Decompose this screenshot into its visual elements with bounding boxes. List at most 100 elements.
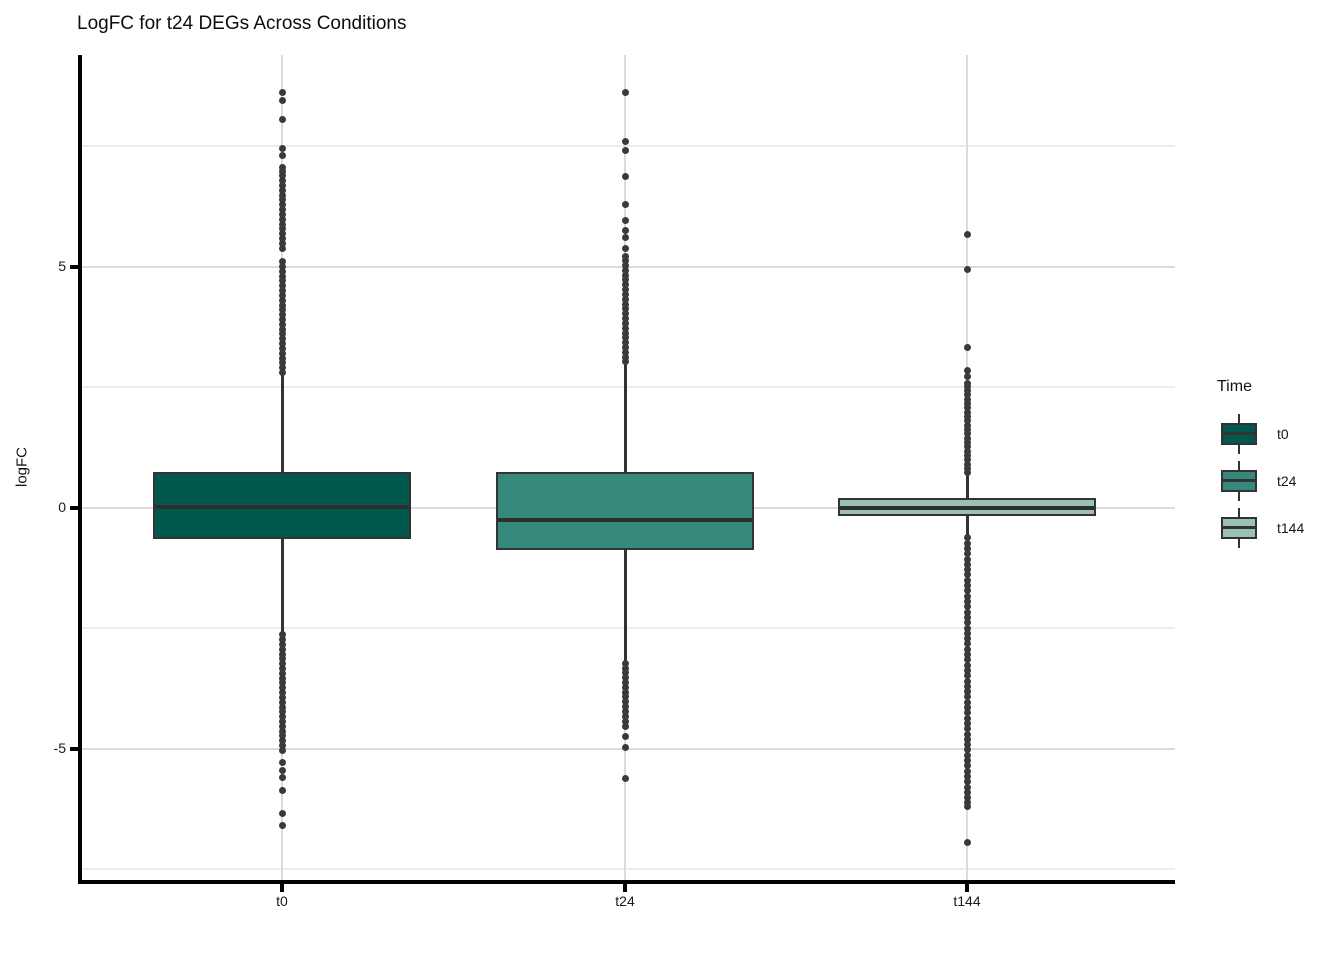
y-tick-label: -5 [53,739,66,756]
whisker-lower-t0 [280,538,284,635]
box-t24 [496,472,754,550]
outlier-dot [963,730,971,738]
outlier-dot [278,679,286,687]
outlier-dot [278,689,286,697]
outlier-dot [963,534,971,542]
legend-title: Time [1217,378,1252,395]
outlier-dot [621,271,629,279]
outlier-dot [278,244,286,252]
gridline-major-y [82,265,1175,268]
outlier-dot [963,597,971,605]
outlier-dot [963,838,971,846]
outlier-dot [278,722,286,730]
legend-key-boxplot-icon [1221,460,1257,501]
gridline-minor-y [82,627,1175,629]
outlier-dot [278,115,286,123]
legend: Time t0 t24 t144 [1212,378,1304,551]
y-tick-label: 5 [58,257,66,274]
y-tick [70,746,78,751]
outlier-dot [278,631,286,639]
outlier-dot [963,635,971,643]
outlier-dot [278,335,286,343]
y-axis-title: logFC [13,446,31,488]
outlier-dot [278,693,286,701]
outlier-dot [621,137,629,145]
outlier-dot [278,766,286,774]
outlier-dot [278,311,286,319]
outlier-dot [963,757,971,765]
whisker-lower-t24 [623,549,627,664]
outlier-dot [963,714,971,722]
outlier-dot [621,234,629,242]
outlier-dot [278,742,286,750]
outlier-dot [278,822,286,830]
outlier-dot [278,650,286,658]
outlier-dot [963,613,971,621]
outlier-dot [963,751,971,759]
outlier-dot [963,576,971,584]
outlier-dot [621,262,629,270]
y-axis-line [78,55,82,884]
outlier-dot [621,324,629,332]
legend-item-t24: t24 [1212,457,1304,504]
outlier-dot [963,725,971,733]
outlier-dot [621,339,629,347]
outlier-dot [278,96,286,104]
outlier-dot [278,272,286,280]
outlier-dot [963,640,971,648]
outlier-dot [278,320,286,328]
outlier-dot [963,587,971,595]
outlier-dot [621,717,629,725]
outlier-dot [278,737,286,745]
outlier-dot [621,257,629,265]
outlier-dot [963,366,971,374]
outlier-dot [278,325,286,333]
outlier-dot [621,286,629,294]
outlier-dot [621,217,629,225]
outlier-dot [621,688,629,696]
outlier-dot [963,802,971,810]
outlier-dot [278,708,286,716]
outlier-dot [963,746,971,754]
outlier-dot [278,810,286,818]
outlier-dot [278,220,286,228]
outlier-dot [963,230,971,238]
outlier-dot [963,404,971,412]
outlier-dot [963,566,971,574]
outlier-dot [621,664,629,672]
outlier-dot [621,147,629,155]
legend-label: t144 [1277,519,1305,536]
outlier-dot [963,688,971,696]
outlier-dot [963,677,971,685]
outlier-dot [963,386,971,394]
outlier-dot [621,358,629,366]
outlier-dot [963,709,971,717]
outlier-dot [963,645,971,653]
outlier-dot [278,640,286,648]
outlier-dot [963,704,971,712]
outlier-dot [278,191,286,199]
outlier-dot [963,741,971,749]
outlier-dot [278,645,286,653]
outlier-dot [963,544,971,552]
outlier-dot [278,201,286,209]
outlier-dot [278,698,286,706]
outlier-dot [621,173,629,181]
outlier-dot [963,434,971,442]
outlier-dot [278,713,286,721]
outlier-dot [278,746,286,754]
outlier-dot [621,329,629,337]
median-t144 [840,506,1094,511]
outlier-dot [963,412,971,420]
outlier-dot [621,334,629,342]
outlier-dot [278,172,286,180]
outlier-dot [621,276,629,284]
outlier-dot [963,735,971,743]
outlier-dot [278,655,286,663]
outlier-dot [278,660,286,668]
outlier-dot [963,698,971,706]
outlier-dot [621,300,629,308]
outlier-dot [963,469,971,477]
outlier-dot [963,651,971,658]
outlier-dot [621,698,629,706]
